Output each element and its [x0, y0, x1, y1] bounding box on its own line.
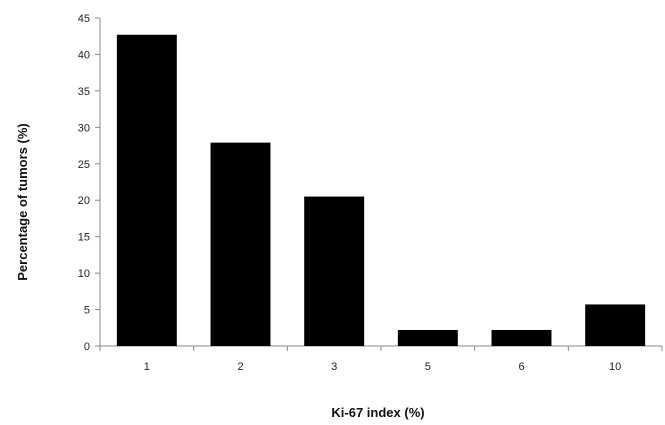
y-tick-label: 25: [78, 159, 90, 171]
x-tick-label: 3: [331, 361, 337, 373]
x-tick-label: 2: [237, 361, 243, 373]
x-tick-labels: 1 2 3 5 6 10: [144, 361, 622, 373]
bar-3: [304, 196, 365, 346]
bar-1: [116, 34, 177, 347]
y-tick-label: 45: [78, 13, 90, 25]
y-tick-label: 0: [84, 341, 90, 353]
y-tick-label: 30: [78, 122, 90, 134]
bars: [116, 34, 646, 347]
bar-6: [491, 329, 552, 346]
y-tick-label: 15: [78, 232, 90, 244]
y-tick-label: 10: [78, 268, 90, 280]
x-tick-label: 1: [144, 361, 150, 373]
x-tick-label: 5: [425, 361, 431, 373]
y-axis: 0 5 10 15 20 25 30 35 40 45: [78, 13, 101, 353]
y-tick-label: 40: [78, 49, 90, 61]
y-axis-label: Percentage of tumors (%): [15, 123, 30, 280]
y-tick-label: 5: [84, 305, 90, 317]
y-tick-label: 35: [78, 86, 90, 98]
bar-10: [585, 304, 646, 346]
y-tick-label: 20: [78, 195, 90, 207]
bar-5: [397, 329, 458, 346]
x-tick-label: 10: [609, 361, 621, 373]
x-tick-label: 6: [518, 361, 524, 373]
bar-2: [210, 142, 271, 346]
x-axis: [99, 345, 663, 351]
x-axis-label: Ki-67 index (%): [331, 405, 424, 420]
